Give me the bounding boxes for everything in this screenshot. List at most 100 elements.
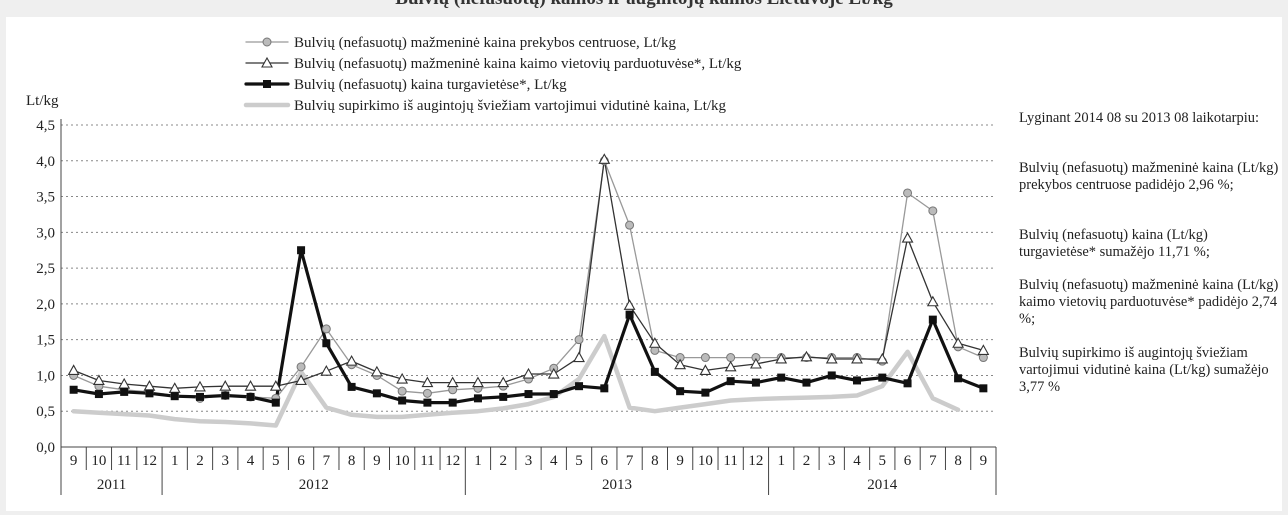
data-point bbox=[473, 394, 482, 403]
data-point bbox=[170, 392, 179, 401]
data-point bbox=[903, 379, 912, 388]
data-point bbox=[598, 153, 611, 164]
month-label: 12 bbox=[142, 453, 157, 469]
y-axis-label: Lt/kg bbox=[26, 93, 59, 109]
data-point bbox=[92, 374, 105, 386]
data-point bbox=[194, 380, 206, 392]
chart-frame: 0,0 0,5 1,0 1,5 2,0 2,5 3,0 3,5 4,0 4,5 Lt/kg 9 10 11… bbox=[6, 17, 1282, 511]
month-label: 10 bbox=[395, 453, 410, 469]
y-tick-label: 0,0 bbox=[36, 440, 55, 456]
month-label: 7 bbox=[929, 453, 937, 469]
data-point bbox=[800, 350, 813, 362]
data-point bbox=[422, 388, 432, 398]
data-point bbox=[625, 220, 635, 230]
y-tick-label: 1,0 bbox=[36, 368, 55, 384]
month-label: 9 bbox=[70, 453, 78, 469]
month-label: 10 bbox=[698, 453, 713, 469]
data-point bbox=[726, 377, 735, 386]
legend-label: Bulvių (nefasuotų) mažmeninė kaina preky… bbox=[294, 35, 676, 51]
data-point bbox=[724, 360, 737, 372]
data-point bbox=[726, 353, 736, 363]
data-point bbox=[244, 380, 257, 391]
data-point bbox=[575, 382, 584, 391]
data-point bbox=[903, 188, 913, 198]
series-line bbox=[71, 333, 961, 428]
legend-label: Bulvių (nefasuotų) mažmeninė kaina kaimo… bbox=[294, 56, 742, 72]
data-point bbox=[775, 352, 788, 364]
month-label: 9 bbox=[676, 453, 684, 469]
data-point bbox=[120, 387, 129, 396]
data-point bbox=[952, 337, 965, 348]
data-point bbox=[901, 231, 914, 243]
data-point bbox=[522, 367, 535, 379]
data-point bbox=[851, 352, 863, 364]
legend-marker bbox=[261, 56, 273, 68]
note-shopping-centres: Bulvių (nefasuotų) mažmeninė kaina (Lt/k… bbox=[1019, 160, 1279, 193]
month-label: 2 bbox=[196, 453, 204, 469]
legend-label: Bulvių (nefasuotų) kaina turgavietėse*, … bbox=[294, 77, 567, 93]
data-point bbox=[446, 376, 459, 388]
data-point bbox=[825, 352, 838, 364]
month-label: 1 bbox=[171, 453, 179, 469]
y-tick-label: 3,5 bbox=[36, 190, 55, 206]
month-label: 12 bbox=[445, 453, 460, 469]
data-point bbox=[623, 299, 636, 310]
y-tick-label: 3,0 bbox=[36, 225, 55, 241]
month-label: 6 bbox=[904, 453, 912, 469]
data-point bbox=[472, 376, 484, 388]
month-label: 7 bbox=[626, 453, 634, 469]
month-label: 7 bbox=[323, 453, 331, 469]
data-point bbox=[67, 364, 80, 375]
data-point bbox=[221, 391, 230, 400]
data-point bbox=[524, 390, 533, 399]
data-point bbox=[269, 380, 282, 391]
data-point bbox=[398, 396, 407, 405]
data-point bbox=[145, 389, 154, 398]
data-point bbox=[423, 398, 432, 407]
y-tick-label: 4,5 bbox=[36, 118, 55, 134]
data-point bbox=[549, 390, 558, 399]
note-rural-shops: Bulvių (nefasuotų) mažmeninė kaina (Lt/k… bbox=[1019, 277, 1279, 327]
data-point bbox=[246, 392, 255, 401]
note-purchase-price: Bulvių supirkimo iš augintojų šviežiam v… bbox=[1019, 345, 1269, 395]
month-label: 3 bbox=[525, 453, 533, 469]
page-header-text: Bulvių (nefasuotų) kainos ir augintojų k… bbox=[0, 0, 1288, 10]
data-point bbox=[219, 380, 232, 391]
y-tick-label: 2,0 bbox=[36, 297, 55, 313]
data-point bbox=[372, 389, 381, 398]
month-label: 11 bbox=[723, 453, 737, 469]
data-point bbox=[69, 385, 78, 394]
data-point bbox=[878, 373, 887, 382]
month-label: 8 bbox=[954, 453, 962, 469]
series-line bbox=[72, 158, 985, 389]
data-point bbox=[271, 398, 280, 407]
data-point bbox=[676, 387, 685, 396]
data-point bbox=[749, 357, 762, 369]
data-point bbox=[321, 324, 331, 334]
month-label: 2 bbox=[803, 453, 811, 469]
data-point bbox=[876, 352, 889, 364]
data-point bbox=[94, 390, 103, 399]
data-point bbox=[650, 367, 659, 376]
year-label: 2013 bbox=[602, 477, 632, 493]
data-point bbox=[322, 339, 331, 348]
month-label: 4 bbox=[247, 453, 255, 469]
data-point bbox=[954, 374, 963, 383]
data-point bbox=[625, 310, 634, 319]
y-tick-label: 0,5 bbox=[36, 404, 55, 420]
data-point bbox=[777, 373, 786, 382]
data-point bbox=[802, 378, 811, 387]
data-point bbox=[396, 372, 409, 384]
month-label: 11 bbox=[420, 453, 434, 469]
data-point bbox=[547, 367, 560, 379]
data-point bbox=[295, 374, 308, 386]
note-marketplaces: Bulvių (nefasuotų) kaina (Lt/kg) turgavi… bbox=[1019, 227, 1210, 260]
month-label: 8 bbox=[348, 453, 356, 469]
data-point bbox=[574, 335, 584, 345]
month-label: 6 bbox=[297, 453, 305, 469]
data-point bbox=[699, 364, 712, 375]
notes-intro: Lyginant 2014 08 su 2013 08 laikotarpiu: bbox=[1019, 110, 1260, 126]
month-label: 5 bbox=[879, 453, 887, 469]
month-label: 12 bbox=[748, 453, 763, 469]
month-label: 4 bbox=[853, 453, 861, 469]
